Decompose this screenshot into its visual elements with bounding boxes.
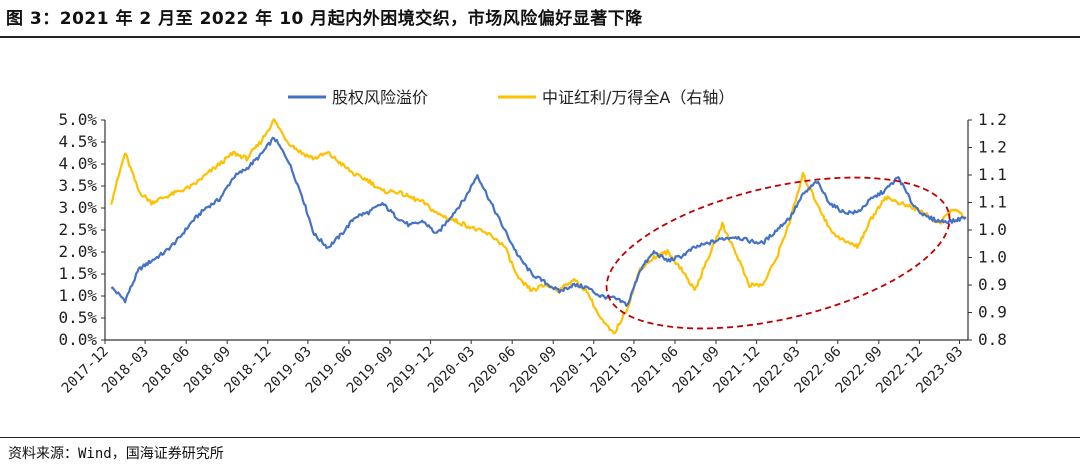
chart-legend: 股权风险溢价 中证红利/万得全A（右轴） [288,88,734,107]
y-right-tick-label: 1.1 [978,193,1007,212]
series-line-equity-risk-premium [110,136,967,307]
source-note: 资料来源：Wind，国海证券研究所 [8,446,224,462]
y-left-tick-label: 1.0% [58,286,97,305]
y-right-tick-label: 1.0 [978,220,1007,239]
chart-annotation [605,176,951,330]
y-left-tick-label: 0.0% [58,330,97,349]
legend-label: 中证红利/万得全A（右轴） [542,88,734,107]
annotation-ellipse [605,176,951,330]
source-divider [0,437,1080,438]
y-left-tick-label: 2.0% [58,242,97,261]
y-right-tick-label: 1.1 [978,165,1007,184]
y-left-tick-label: 3.0% [58,198,97,217]
y-left-tick-label: 1.5% [58,264,97,283]
chart-lines [110,118,967,335]
y-left-tick-label: 3.5% [58,176,97,195]
y-right-tick-label: 1.0 [978,248,1007,267]
y-right-tick-label: 1.2 [978,110,1007,129]
legend-label: 股权风险溢价 [332,88,428,107]
y-left-tick-label: 4.5% [58,132,97,151]
y-right-tick-label: 0.9 [978,303,1007,322]
chart-svg: 股权风险溢价 中证红利/万得全A（右轴） 0.0% 0.5% 1.0% 1.5% 2.0%… [58,88,1006,397]
title-divider [0,36,1080,38]
chart-axes: 0.0% 0.5% 1.0% 1.5% 2.0% 2.5% 3.0% 3.5% 4.0% 4.5%… [58,110,1006,397]
y-left-tick-label: 4.0% [58,154,97,173]
series-line-dividend-ratio [110,118,967,335]
y-left-tick-label: 0.5% [58,308,97,327]
figure-title: 图 3：2021 年 2 月至 2022 年 10 月起内外困境交织，市场风险偏… [6,9,643,29]
y-right-tick-label: 0.9 [978,275,1007,294]
y-left-tick-label: 5.0% [58,110,97,129]
y-right-tick-label: 0.8 [978,330,1007,349]
y-right-tick-label: 1.2 [978,138,1007,157]
y-left-tick-label: 2.5% [58,220,97,239]
